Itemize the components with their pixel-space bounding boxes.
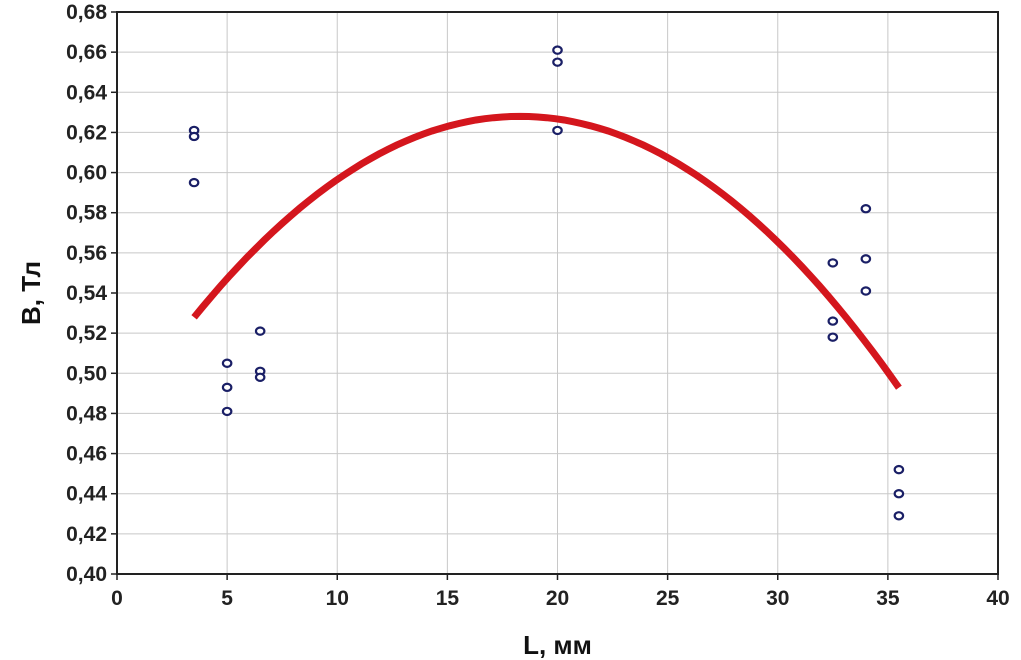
data-points	[188, 45, 905, 521]
x-tick-label: 25	[656, 587, 680, 610]
y-axis-title: B, Тл	[16, 261, 46, 325]
y-tick-label: 0,62	[66, 121, 107, 144]
y-tick-label: 0,50	[66, 362, 107, 385]
x-tick-label: 0	[111, 587, 123, 610]
y-tick-label: 0,40	[66, 563, 107, 586]
data-point	[221, 382, 233, 393]
data-point	[860, 286, 872, 296]
x-tick-labels: 0 5 10 15 20 25 30 35 40	[111, 587, 1010, 610]
y-tick-label: 0,56	[66, 242, 107, 265]
x-tick-label: 15	[436, 587, 460, 610]
data-point	[552, 57, 563, 67]
data-point	[552, 45, 563, 55]
data-point	[860, 203, 872, 214]
y-tick-labels: 0,40 0,42 0,44 0,46 0,48 0,50 0,52 0,54 0,56 0,58…	[66, 1, 107, 586]
y-tick-label: 0,46	[66, 443, 107, 466]
data-point	[254, 372, 266, 382]
y-tick-label: 0,42	[66, 523, 107, 546]
data-point	[221, 358, 233, 368]
data-point	[221, 406, 233, 417]
x-tick-label: 5	[221, 587, 233, 610]
x-tick-label: 40	[986, 587, 1009, 610]
data-point	[552, 125, 563, 136]
x-tick-label: 35	[876, 587, 900, 610]
y-tick-label: 0,48	[66, 402, 107, 425]
x-tick-label: 10	[326, 587, 349, 610]
data-point	[893, 489, 905, 499]
x-tick-label: 20	[546, 587, 569, 610]
x-axis-title: L, мм	[523, 630, 592, 660]
plot-frame	[116, 11, 999, 575]
data-point	[188, 177, 200, 188]
x-tick-label: 30	[766, 587, 789, 610]
data-point	[860, 254, 872, 264]
y-tick-label: 0,58	[66, 202, 107, 225]
y-tick-label: 0,64	[66, 81, 107, 104]
y-tick-label: 0,60	[66, 162, 107, 185]
data-point	[254, 326, 266, 336]
data-point	[827, 258, 839, 268]
y-tick-label: 0,68	[66, 1, 107, 24]
y-tick-label: 0,44	[66, 483, 107, 506]
fit-curve	[191, 112, 902, 390]
data-point	[893, 464, 905, 475]
data-point	[827, 332, 839, 342]
data-point	[893, 511, 905, 521]
y-tick-label: 0,52	[66, 322, 107, 345]
y-tick-label: 0,54	[66, 282, 107, 305]
y-tick-label: 0,66	[66, 41, 107, 64]
data-point	[188, 131, 200, 142]
data-point	[827, 316, 839, 326]
axis-ticks	[111, 11, 999, 580]
